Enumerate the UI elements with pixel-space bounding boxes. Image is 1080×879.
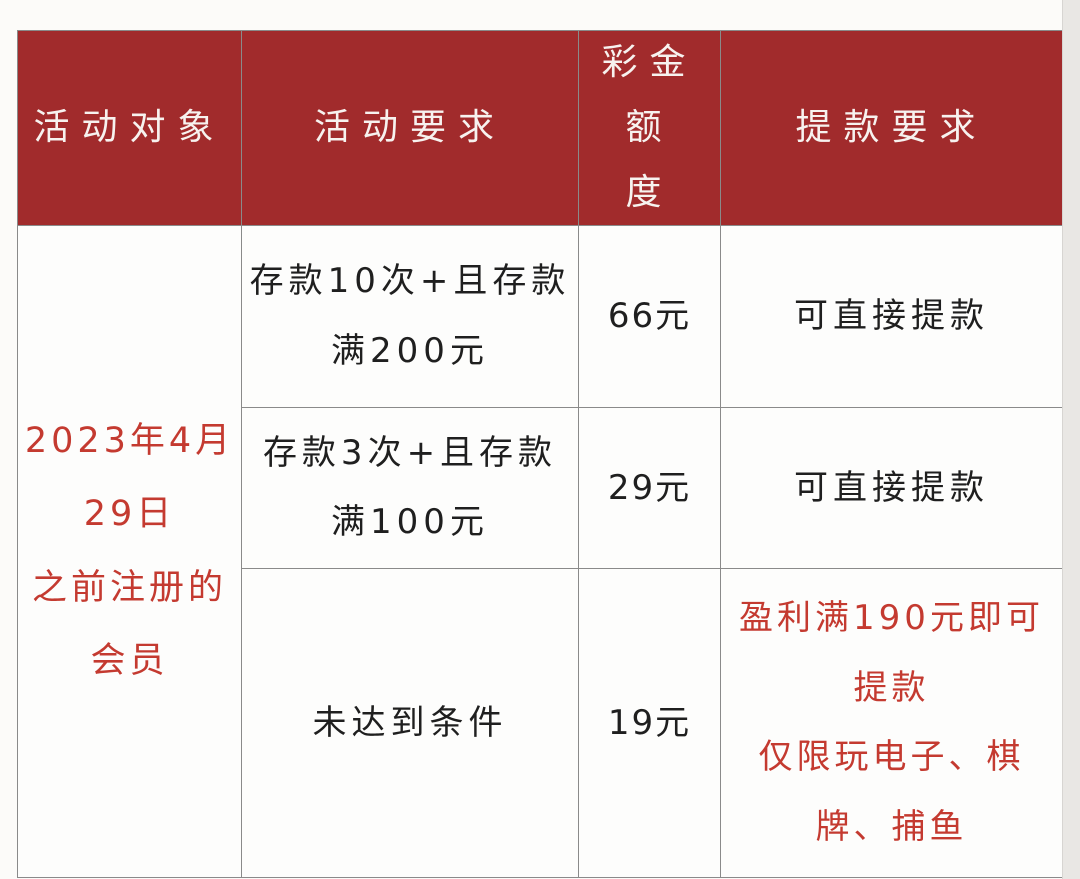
header-withdrawal-requirement: 提款要求 bbox=[720, 29, 1063, 227]
cell-row3-withdrawal: 盈利满190元即可 提款 仅限玩电子、棋 牌、捕鱼 bbox=[720, 568, 1063, 879]
cell-row3-bonus: 19元 bbox=[578, 568, 721, 879]
cell-row3-requirement: 未达到条件 bbox=[241, 568, 579, 879]
header-activity-requirement: 活动要求 bbox=[241, 29, 579, 227]
table-row: 存款3次+且存款 满100元 29元 可直接提款 bbox=[18, 407, 1063, 570]
header-activity-target: 活动对象 bbox=[17, 29, 242, 227]
cell-target-member: 2023年4月 29日 之前注册的 会员 bbox=[17, 225, 242, 879]
cell-row2-requirement: 存款3次+且存款 满100元 bbox=[241, 407, 579, 570]
header-bonus-amount: 彩金额 度 bbox=[578, 29, 721, 227]
cell-row1-requirement: 存款10次+且存款 满200元 bbox=[241, 225, 579, 409]
cell-row1-bonus: 66元 bbox=[578, 225, 721, 409]
table-row: 2023年4月 29日 之前注册的 会员 存款10次+且存款 满200元 66元… bbox=[17, 225, 1063, 879]
table-row: 未达到条件 19元 盈利满190元即可 提款 仅限玩电子、棋 牌、捕鱼 bbox=[18, 568, 1063, 879]
bonus-table: 活动对象 活动要求 彩金额 度 提款要求 2023年4月 29日 之前注册的 会… bbox=[17, 29, 1063, 879]
cell-row1-withdrawal: 可直接提款 bbox=[720, 225, 1063, 409]
header-row: 活动对象 活动要求 彩金额 度 提款要求 bbox=[17, 29, 1063, 227]
cell-row2-bonus: 29元 bbox=[578, 407, 721, 570]
cell-row2-withdrawal: 可直接提款 bbox=[720, 407, 1063, 570]
page-right-gutter bbox=[1062, 0, 1080, 879]
